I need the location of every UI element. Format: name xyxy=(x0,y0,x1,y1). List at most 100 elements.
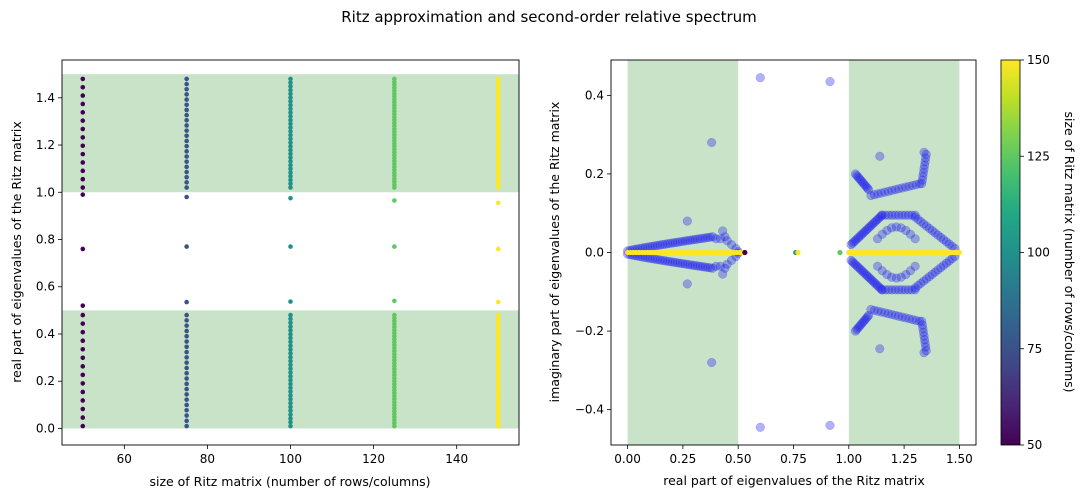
colorbar-tick-label: 125 xyxy=(1027,149,1050,163)
left-point xyxy=(392,76,397,82)
left-point xyxy=(80,364,86,369)
left-point xyxy=(184,169,189,175)
right-complex-point xyxy=(916,278,926,288)
right-complex-point xyxy=(917,320,927,330)
left-y-tick-label: 1.0 xyxy=(36,185,55,199)
left-point xyxy=(80,126,86,132)
right-real-point xyxy=(837,249,843,256)
left-y-tick-label: 0.8 xyxy=(36,233,55,247)
right-x-axis-label: real part of eigenvalues of the Ritz mat… xyxy=(663,473,924,488)
left-point xyxy=(80,160,86,165)
left-point xyxy=(80,355,86,361)
left-point xyxy=(184,102,189,108)
right-complex-point xyxy=(856,320,866,330)
right-complex-point xyxy=(658,240,668,250)
left-point xyxy=(288,106,293,112)
left-isolated-point xyxy=(495,200,501,206)
right-complex-point xyxy=(936,232,946,242)
right-complex-point xyxy=(690,261,700,271)
right-complex-point xyxy=(854,174,864,184)
left-isolated-point xyxy=(495,246,501,252)
left-point xyxy=(288,76,293,82)
right-complex-point xyxy=(698,233,708,243)
left-point xyxy=(80,423,86,429)
right-complex-point xyxy=(868,276,878,286)
right-y-tick-label: −0.2 xyxy=(575,324,604,338)
left-series-n-75 xyxy=(184,76,189,429)
right-complex-point xyxy=(854,263,864,273)
right-complex-point xyxy=(875,212,885,222)
colorbar-tick-label: 100 xyxy=(1027,246,1050,260)
left-point xyxy=(80,338,86,344)
right-complex-point xyxy=(698,262,708,272)
right-complex-point xyxy=(877,210,887,220)
right-complex-point xyxy=(857,266,867,276)
right-x-tick-label: 0.00 xyxy=(614,452,641,466)
right-complex-point xyxy=(658,255,668,265)
left-point xyxy=(184,365,189,371)
right-complex-point xyxy=(660,256,670,266)
left-point xyxy=(288,389,293,394)
left-point xyxy=(80,346,86,352)
right-complex-point xyxy=(857,318,867,328)
right-complex-point xyxy=(678,259,688,269)
right-complex-point xyxy=(860,315,870,325)
left-point xyxy=(184,381,189,387)
left-point xyxy=(184,128,189,133)
right-complex-point xyxy=(941,258,952,268)
left-x-tick-label: 120 xyxy=(362,452,385,466)
left-point xyxy=(288,331,293,337)
left-y-tick-label: 1.2 xyxy=(36,138,55,152)
right-complex-point xyxy=(924,223,934,233)
right-complex-series xyxy=(623,73,960,432)
left-point xyxy=(288,358,293,364)
right-complex-point xyxy=(918,324,928,334)
right-complex-point xyxy=(688,235,698,245)
right-complex-point xyxy=(862,183,872,193)
left-point xyxy=(184,154,189,159)
right-complex-point xyxy=(901,270,911,280)
right-y-tick-label: 0.4 xyxy=(585,88,604,102)
right-complex-point xyxy=(653,255,663,265)
right-complex-point xyxy=(882,225,892,235)
colorbar-tick-label: 150 xyxy=(1027,53,1050,67)
right-complex-point xyxy=(852,261,862,271)
left-point xyxy=(288,324,293,329)
left-point xyxy=(184,349,189,355)
right-complex-point xyxy=(682,216,692,226)
right-complex-point xyxy=(900,210,910,220)
left-point xyxy=(184,185,189,190)
left-point xyxy=(80,135,86,140)
right-complex-point xyxy=(877,285,887,295)
right-complex-point xyxy=(908,315,918,325)
colorbar: 50 75 100 125 150 size of Ritz matrix (numbe… xyxy=(1000,53,1077,452)
left-point xyxy=(288,95,293,100)
right-complex-point xyxy=(869,305,879,315)
right-complex-point xyxy=(727,240,737,250)
left-point xyxy=(288,129,293,134)
right-complex-point xyxy=(668,257,678,267)
right-complex-point xyxy=(864,310,874,320)
left-point xyxy=(288,87,293,93)
left-x-tick-label: 60 xyxy=(117,452,132,466)
left-point xyxy=(288,155,293,160)
right-complex-point xyxy=(874,213,884,223)
left-point xyxy=(288,374,293,379)
right-complex-point xyxy=(916,217,926,227)
right-complex-point xyxy=(903,285,914,295)
right-complex-point xyxy=(897,312,907,322)
right-complex-point xyxy=(693,261,703,271)
right-complex-point xyxy=(680,259,690,269)
right-complex-point xyxy=(921,221,932,231)
left-point xyxy=(288,339,293,345)
right-x-tick-label: 0.50 xyxy=(725,452,752,466)
left-isolated-point xyxy=(80,192,86,197)
right-complex-point xyxy=(722,236,732,246)
left-y-tick-label: 0.0 xyxy=(36,421,55,435)
colorbar-gradient xyxy=(1000,59,1021,446)
right-complex-point xyxy=(904,181,914,191)
left-point xyxy=(288,393,293,398)
right-complex-point xyxy=(933,265,943,275)
left-point xyxy=(288,114,293,119)
